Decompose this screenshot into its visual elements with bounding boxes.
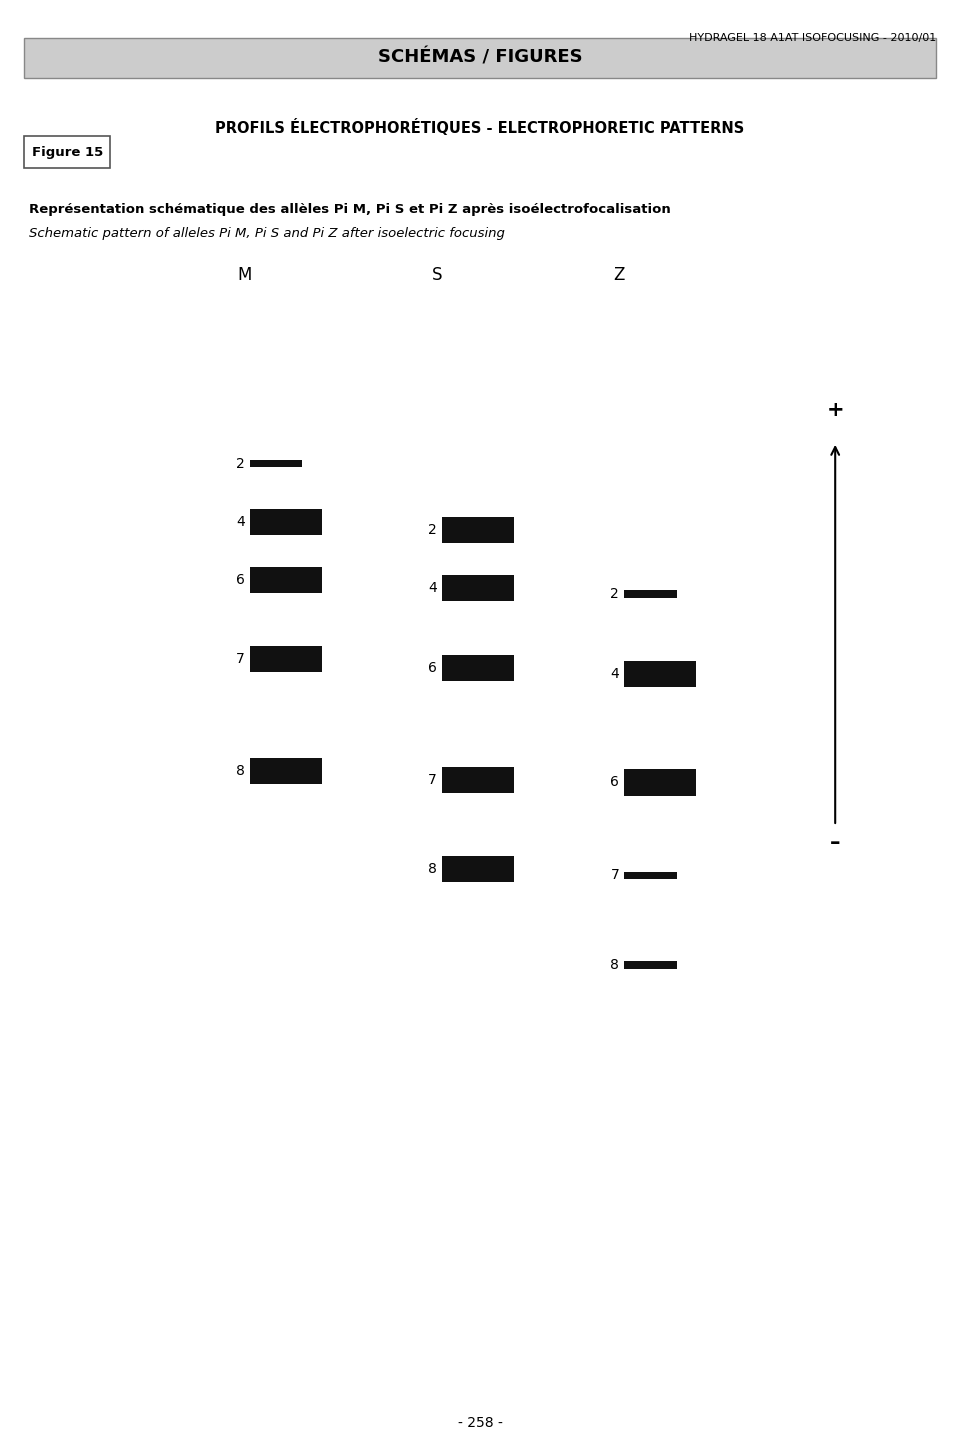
Text: HYDRAGEL 18 A1AT ISOFOCUSING - 2010/01: HYDRAGEL 18 A1AT ISOFOCUSING - 2010/01 [688,32,936,42]
Bar [624,962,677,968]
Text: 7: 7 [611,868,619,882]
Bar [442,767,514,793]
Text: 8: 8 [428,862,437,877]
Text: 2: 2 [236,456,245,471]
Bar [442,856,514,882]
Text: +: + [827,400,844,420]
Bar [250,509,322,535]
Text: 6: 6 [428,661,437,675]
Text: Z: Z [613,267,625,284]
Text: 6: 6 [611,775,619,790]
Text: –: – [830,833,840,853]
Text: M: M [238,267,252,284]
Text: 6: 6 [236,572,245,587]
Bar [250,646,322,672]
Text: Représentation schématique des allèles Pi M, Pi S et Pi Z après isoélectrofocali: Représentation schématique des allèles P… [29,203,670,216]
Bar [24,136,110,168]
Text: 7: 7 [428,772,437,787]
Text: 8: 8 [611,958,619,972]
Text: Figure 15: Figure 15 [32,146,103,158]
Bar [624,661,696,687]
Bar [24,38,936,78]
Text: 4: 4 [428,581,437,596]
Bar [624,591,677,597]
Text: 7: 7 [236,652,245,667]
Text: 2: 2 [428,523,437,538]
Text: S: S [432,267,442,284]
Text: SCHÉMAS / FIGURES: SCHÉMAS / FIGURES [377,49,583,67]
Bar [624,871,677,878]
Text: 2: 2 [611,587,619,601]
Bar [250,567,322,593]
Bar [442,655,514,681]
Bar [250,758,322,784]
Text: Schematic pattern of alleles Pi M, Pi S and Pi Z after isoelectric focusing: Schematic pattern of alleles Pi M, Pi S … [29,227,505,241]
Bar [442,575,514,601]
Bar [624,769,696,796]
Text: PROFILS ÉLECTROPHORÉTIQUES - ELECTROPHORETIC PATTERNS: PROFILS ÉLECTROPHORÉTIQUES - ELECTROPHOR… [215,119,745,136]
Text: 4: 4 [236,514,245,529]
Bar [442,517,514,543]
Text: 8: 8 [236,764,245,778]
Bar [250,459,302,467]
Text: 4: 4 [611,667,619,681]
Text: - 258 -: - 258 - [458,1416,502,1430]
